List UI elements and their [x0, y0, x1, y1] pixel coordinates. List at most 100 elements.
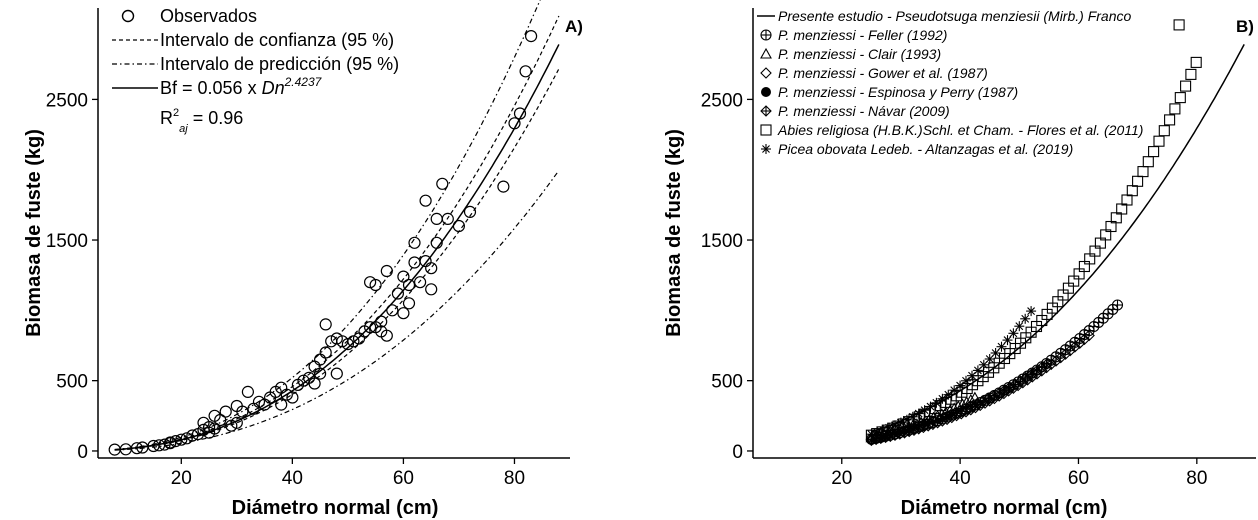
legend-marker-dot — [761, 87, 771, 97]
point-asterisk — [943, 389, 954, 400]
panel-b-x-label: Diámetro normal (cm) — [901, 497, 1108, 519]
panel-b: 20 40 60 80 0 500 1500 2500 Presente estudio - … — [663, 8, 1256, 519]
point-diamond — [1002, 385, 1015, 397]
panel-a-label: A) — [565, 17, 583, 36]
legend-entry-text: P. menziessi - Návar (2009) — [778, 103, 950, 119]
observed-point — [241, 385, 254, 398]
point-square — [1173, 19, 1185, 31]
panel-b-legend: Presente estudio - Pseudotsuga menziesii… — [757, 8, 1143, 157]
legend-r2: R2aj = 0.96 — [160, 107, 243, 135]
point-asterisk — [925, 401, 936, 412]
panel-b-label: B) — [1236, 17, 1254, 36]
point-square — [1126, 185, 1138, 197]
panel-a-x-label: Diámetro normal (cm) — [232, 497, 439, 519]
observed-point — [419, 255, 432, 268]
observed-point — [513, 107, 527, 120]
r2-base: R — [160, 108, 173, 128]
panel-b-x-tick-label: 80 — [1186, 468, 1207, 489]
observed-point — [430, 212, 443, 225]
point-asterisk — [949, 385, 960, 396]
panel-b-y-tick-label: 0 — [732, 442, 743, 463]
legend-marker-square — [760, 124, 772, 136]
observed-point — [319, 346, 332, 359]
legend-entry-text: Presente estudio - Pseudotsuga menziesii… — [778, 8, 1131, 24]
observed-point — [219, 405, 232, 418]
observed-point — [208, 422, 221, 435]
legend-entry-text: P. menziessi - Clair (1993) — [778, 46, 941, 62]
observed-point — [397, 270, 410, 283]
legend-marker-diamond — [760, 67, 772, 79]
observed-point — [175, 433, 188, 446]
point-diamond — [1069, 341, 1081, 353]
panel-a-legend: Observados Intervalo de confianza (95 %)… — [112, 6, 399, 135]
observed-point — [391, 287, 404, 300]
observed-point — [497, 180, 510, 193]
panel-a-y-tick-label: 500 — [56, 372, 88, 393]
panel-b-y-label: Biomasa de fuste (kg) — [663, 129, 685, 337]
point-asterisk — [961, 375, 971, 386]
observed-point — [430, 236, 443, 249]
point-square — [1142, 156, 1154, 168]
point-diamond — [1059, 348, 1072, 360]
observed-point — [186, 429, 199, 442]
r2-sub: aj — [179, 123, 188, 135]
point-diamond — [1050, 355, 1062, 367]
observed-point — [369, 278, 382, 292]
legend-marker-circle-plus — [760, 29, 772, 41]
point-asterisk — [955, 380, 966, 391]
observed-point — [397, 307, 410, 320]
point-diamond — [1064, 344, 1076, 357]
point-asterisk — [913, 408, 924, 419]
panel-b-y-tick-label: 500 — [711, 372, 743, 393]
point-asterisk — [1002, 335, 1013, 346]
legend-prediction-text: Intervalo de predicción (95 %) — [160, 54, 399, 74]
panel-a-y-tick-label: 2500 — [46, 90, 88, 111]
observed-point — [314, 367, 327, 380]
panel-a-y-tick-label: 1500 — [46, 231, 88, 252]
legend-entry-text: P. menziessi - Feller (1992) — [778, 27, 947, 43]
observed-point — [414, 276, 427, 289]
panel-b-x-tick-label: 60 — [1068, 468, 1089, 489]
observed-point — [275, 398, 288, 411]
observed-point — [252, 395, 266, 408]
point-square — [1185, 68, 1197, 80]
observed-point — [330, 332, 343, 345]
observed-point — [158, 438, 171, 451]
legend-observed-marker — [121, 9, 135, 23]
panel-a-x-tick-label: 40 — [282, 468, 303, 489]
point-asterisk — [931, 397, 942, 408]
observed-point — [314, 353, 327, 366]
panel-a-ticks: 20 40 60 80 0 500 1500 2500 — [46, 90, 525, 489]
observed-point — [169, 435, 182, 448]
point-asterisk — [901, 414, 912, 425]
observed-point — [130, 442, 143, 455]
legend-confidence-text: Intervalo de confianza (95 %) — [160, 30, 394, 50]
point-asterisk — [996, 341, 1007, 352]
panel-b-y-tick-label: 2500 — [701, 90, 743, 111]
panel-b-x-tick-label: 20 — [831, 468, 852, 489]
legend-entry-text: Picea obovata Ledeb. - Altanzagas et al.… — [778, 141, 1073, 157]
legend-entry-text: P. menziessi - Gower et al. (1987) — [778, 65, 988, 81]
panel-a-x-tick-label: 20 — [171, 468, 192, 489]
point-square — [1153, 135, 1165, 147]
observed-point — [380, 264, 393, 278]
observed-point — [425, 283, 438, 296]
curve-model — [114, 44, 560, 451]
equation-prefix: Bf = 0.056 x — [160, 78, 262, 98]
panel-a-x-tick-label: 60 — [393, 468, 414, 489]
curve-confidence-upper — [114, 15, 560, 451]
observed-point — [408, 236, 421, 249]
point-asterisk — [1014, 321, 1025, 332]
observed-point — [319, 318, 332, 331]
point-triangle — [960, 396, 973, 407]
observed-point — [386, 304, 399, 317]
observed-point — [364, 321, 377, 334]
point-asterisk — [937, 393, 948, 404]
panel-a-curves — [114, 0, 560, 451]
equation-exponent: 2.4237 — [284, 75, 323, 89]
point-asterisk — [990, 348, 1001, 358]
point-square — [1190, 56, 1202, 68]
point-diamond — [1054, 351, 1067, 364]
observed-point — [330, 367, 343, 380]
